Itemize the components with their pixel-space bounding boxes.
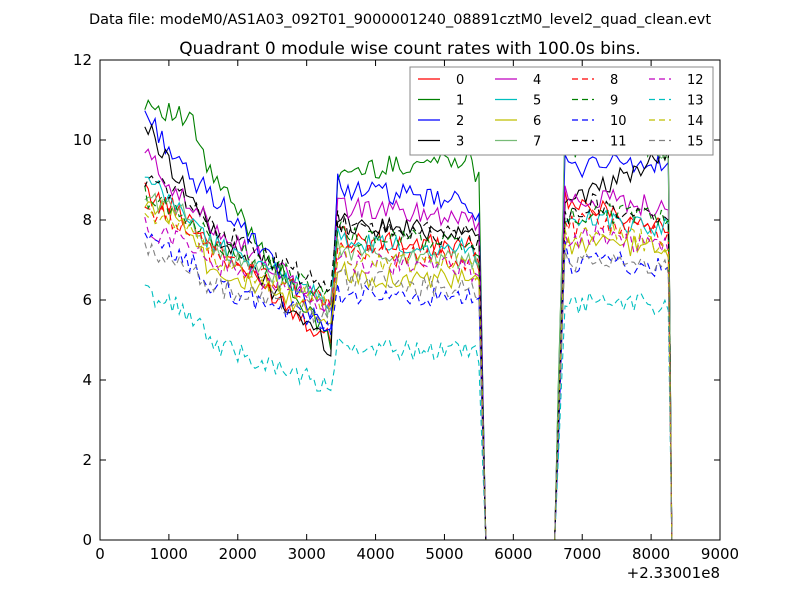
- series-line-5: [144, 176, 673, 541]
- legend-label-14: 14: [687, 114, 704, 129]
- x-tick-label: 8000: [632, 545, 670, 563]
- series-line-1: [144, 98, 673, 541]
- legend-label-3: 3: [456, 135, 464, 150]
- legend-label-15: 15: [687, 135, 704, 150]
- series-line-14: [144, 210, 673, 541]
- legend-label-11: 11: [610, 135, 627, 150]
- x-tick-label: 1000: [150, 545, 188, 563]
- legend-label-6: 6: [533, 114, 541, 129]
- series-line-15: [144, 242, 673, 541]
- legend-label-1: 1: [456, 94, 464, 109]
- legend-label-10: 10: [610, 114, 627, 129]
- x-tick-label: 4000: [356, 545, 394, 563]
- series-line-11: [144, 175, 673, 541]
- series-line-3: [144, 123, 673, 541]
- series-line-4: [144, 148, 673, 541]
- y-tick-label: 10: [73, 131, 92, 149]
- x-offset-label: +2.33001e8: [627, 564, 720, 582]
- legend-label-7: 7: [533, 135, 541, 150]
- y-tick-label: 6: [82, 291, 92, 309]
- legend-label-12: 12: [687, 73, 704, 88]
- x-tick-label: 7000: [563, 545, 601, 563]
- legend-label-4: 4: [533, 73, 541, 88]
- series-line-8: [144, 202, 673, 541]
- legend-label-9: 9: [610, 94, 618, 109]
- x-tick-label: 3000: [288, 545, 326, 563]
- legend-label-5: 5: [533, 94, 541, 109]
- y-tick-label: 2: [82, 451, 92, 469]
- series-line-0: [144, 182, 673, 541]
- legend-label-0: 0: [456, 73, 464, 88]
- series-line-13: [144, 284, 673, 541]
- x-tick-label: 6000: [494, 545, 532, 563]
- y-tick-label: 12: [73, 51, 92, 69]
- legend-label-8: 8: [610, 73, 618, 88]
- x-tick-label: 5000: [425, 545, 463, 563]
- y-tick-label: 8: [82, 211, 92, 229]
- series-line-2: [144, 110, 673, 541]
- chart-title: Quadrant 0 module wise count rates with …: [179, 39, 640, 59]
- series-line-6: [144, 198, 673, 541]
- x-tick-label: 2000: [219, 545, 257, 563]
- y-tick-label: 4: [82, 371, 92, 389]
- series-layer: [144, 98, 673, 541]
- legend-label-13: 13: [687, 94, 704, 109]
- series-line-7: [144, 108, 673, 541]
- y-tick-label: 0: [82, 531, 92, 549]
- x-tick-label: 0: [95, 545, 105, 563]
- series-line-10: [144, 232, 673, 541]
- legend-label-2: 2: [456, 114, 464, 129]
- suptitle: Data file: modeM0/AS1A03_092T01_90000012…: [89, 12, 711, 28]
- x-tick-label: 9000: [701, 545, 739, 563]
- series-line-12: [144, 216, 673, 541]
- tick-layer: 0 1000 2000 3000 4000 5000 6000 7000 8000 9000 0 2 4…: [73, 51, 739, 563]
